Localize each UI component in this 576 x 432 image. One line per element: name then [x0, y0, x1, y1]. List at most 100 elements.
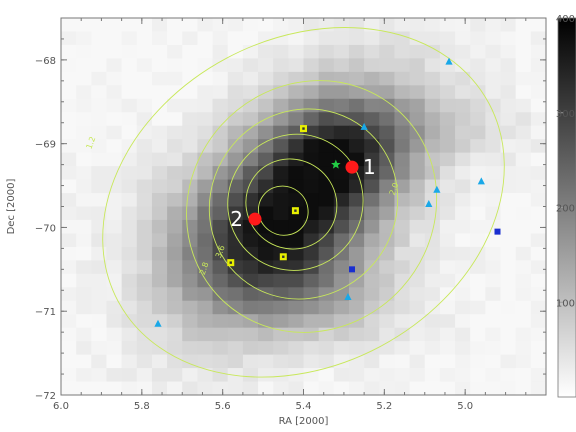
heatmap-cell: [530, 233, 546, 248]
heatmap-cell: [530, 152, 546, 167]
heatmap-cell: [439, 58, 456, 73]
heatmap-cell: [288, 44, 305, 59]
heatmap-cell: [197, 58, 214, 73]
heatmap-cell: [258, 300, 274, 315]
heatmap-cell: [151, 206, 168, 221]
heatmap-cell: [106, 98, 123, 113]
heatmap-cell: [348, 219, 365, 235]
heatmap-cell: [227, 287, 244, 302]
heatmap-cell: [348, 368, 365, 383]
heatmap-cell: [455, 233, 471, 248]
heatmap-cell: [439, 368, 456, 383]
heatmap-cell: [258, 179, 274, 194]
y-tick-label: −68: [35, 56, 56, 67]
heatmap-cell: [394, 246, 411, 261]
heatmap-cell: [197, 300, 214, 315]
heatmap-cell: [364, 179, 380, 194]
heatmap-cell: [318, 206, 335, 221]
heatmap-cell: [485, 125, 502, 140]
heatmap-cell: [348, 31, 365, 46]
heatmap-cell: [409, 341, 426, 356]
heatmap-cell: [470, 327, 486, 342]
heatmap-cell: [515, 85, 532, 100]
cyan-triangle-marker: [154, 319, 162, 327]
heatmap-cell: [394, 287, 411, 302]
heatmap-cell: [379, 152, 396, 167]
heatmap-cell: [455, 31, 471, 46]
heatmap-cell: [273, 273, 289, 288]
heatmap-cell: [106, 112, 123, 127]
heatmap-cell: [151, 368, 168, 383]
heatmap-cell: [288, 341, 305, 356]
heatmap-cell: [439, 18, 456, 33]
heatmap-cell: [439, 125, 456, 140]
heatmap-cell: [182, 31, 199, 46]
heatmap-cell: [167, 125, 183, 140]
heatmap-cell: [455, 354, 471, 369]
heatmap-cell: [333, 112, 350, 127]
heatmap-cell: [303, 368, 320, 383]
heatmap-cell: [485, 354, 502, 369]
heatmap-cell: [515, 260, 532, 275]
heatmap-cell: [500, 354, 517, 369]
x-tick-label: 5.4: [296, 401, 312, 412]
heatmap-cell: [424, 354, 441, 369]
heatmap-cell: [136, 287, 153, 302]
heatmap-cell: [197, 219, 214, 235]
heatmap-cell: [151, 246, 168, 261]
heatmap-cell: [151, 98, 168, 113]
heatmap-cell: [273, 193, 289, 208]
heatmap-cell: [242, 58, 259, 73]
heatmap-cell: [394, 219, 411, 235]
heatmap-cell: [439, 273, 456, 288]
heatmap-cell: [91, 179, 108, 194]
heatmap-cell: [76, 179, 92, 194]
heatmap-cell: [258, 206, 274, 221]
heatmap-cell: [470, 125, 486, 140]
heatmap-cell: [288, 219, 305, 235]
heatmap-cell: [76, 98, 92, 113]
heatmap-cell: [258, 71, 274, 86]
heatmap-cell: [333, 246, 350, 261]
x-axis: 6.0 5.8 5.6 5.4 5.2 5.0: [53, 18, 547, 412]
heatmap-cell: [242, 314, 259, 329]
heatmap-cell: [136, 341, 153, 356]
heatmap-cell: [227, 354, 244, 369]
heatmap-cell: [409, 179, 426, 194]
heatmap-cell: [136, 112, 153, 127]
heatmap-cell: [455, 166, 471, 181]
x-axis-title: RA [2000]: [279, 416, 329, 427]
heatmap-cell: [242, 18, 259, 33]
heatmap-cell: [515, 166, 532, 181]
heatmap-cell: [258, 98, 274, 113]
heatmap-cell: [212, 179, 229, 194]
heatmap-cell: [515, 219, 532, 235]
heatmap-cell: [470, 233, 486, 248]
heatmap-cell: [348, 71, 365, 86]
heatmap-cell: [500, 314, 517, 329]
heatmap-cell: [151, 31, 168, 46]
heatmap-cell: [409, 31, 426, 46]
heatmap-cell: [106, 85, 123, 100]
heatmap-cell: [227, 112, 244, 127]
heatmap-cell: [288, 287, 305, 302]
heatmap-cell: [515, 354, 532, 369]
heatmap-cell: [197, 206, 214, 221]
heatmap-cell: [242, 85, 259, 100]
heatmap-cell: [500, 125, 517, 140]
source-label: 1: [363, 155, 376, 179]
heatmap-cell: [121, 233, 138, 248]
heatmap-cell: [212, 327, 229, 342]
heatmap-cell: [61, 152, 77, 167]
heatmap-cell: [379, 327, 396, 342]
heatmap-cell: [76, 273, 92, 288]
heatmap-cell: [242, 287, 259, 302]
heatmap-cell: [455, 327, 471, 342]
heatmap-cell: [76, 125, 92, 140]
y-tick-label: −71: [35, 307, 56, 318]
heatmap-cell: [500, 273, 517, 288]
heatmap-cell: [455, 112, 471, 127]
heatmap-cell: [258, 18, 274, 33]
heatmap-cell: [530, 381, 546, 395]
heatmap-cell: [273, 206, 289, 221]
